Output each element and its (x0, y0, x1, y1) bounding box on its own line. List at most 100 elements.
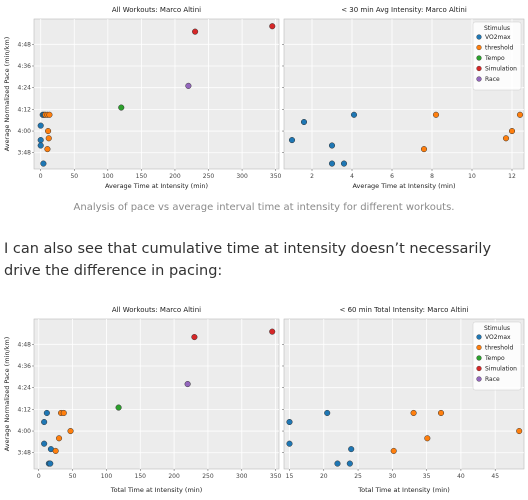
legend-marker (476, 376, 482, 382)
data-point-vo2max (37, 142, 44, 149)
data-point-threshold (410, 409, 417, 417)
data-point-vo2max (41, 418, 48, 426)
data-point-vo2max (340, 160, 348, 167)
y-tick-label: 3:48 (18, 450, 32, 457)
data-point-threshold (55, 435, 63, 442)
x-tick-label: 45 (491, 473, 499, 480)
legend-marker (476, 334, 482, 340)
bottom-chart-figure: 0 50 100 150 200 250 300 350 3:48 4:00 4:12 4:24 4:3… (3, 306, 525, 494)
panel-3: 0 50 100 150 200 250 300 350 3:48 4:00 4:12 4:24 4:3… (3, 306, 282, 494)
x-tick-label: 4 (350, 173, 354, 180)
data-point-vo2max (37, 122, 44, 129)
data-point-threshold (52, 447, 59, 454)
x-tick-label: 20 (320, 473, 328, 480)
legend-box (472, 21, 522, 91)
data-point-threshold (44, 146, 51, 153)
data-point-vo2max (334, 460, 341, 467)
data-point-threshold (502, 135, 510, 142)
chart-title: < 60 min Total Intensity: Marco Altini (340, 306, 469, 314)
x-axis-label: Average Time at Intensity (min) (105, 182, 208, 190)
panel-4: 15 20 25 30 35 40 45 < 60 min Total Intensity: … (282, 306, 525, 494)
data-point-vo2max (37, 137, 44, 144)
x-tick-label: 0 (37, 473, 41, 480)
y-tick-label: 3:48 (18, 150, 32, 157)
x-tick-label: 150 (135, 473, 147, 480)
data-point-simulation (192, 28, 199, 35)
x-tick-label: 50 (69, 473, 77, 480)
body-paragraph: I can also see that cumulative time at i… (4, 241, 492, 279)
data-point-threshold (60, 409, 67, 417)
data-point-vo2max (348, 446, 355, 453)
legend: Stimulus VO2max threshold Tempo Simulation Ra… (472, 21, 522, 91)
y-tick-label: 4:24 (18, 385, 32, 392)
x-tick-label: 250 (202, 473, 214, 480)
data-point-threshold (420, 146, 428, 153)
x-tick-label: 100 (101, 473, 113, 480)
x-axis-label: Total Time at Intensity (min) (357, 486, 450, 494)
data-point-simulation (269, 23, 276, 30)
y-tick-label: 4:36 (18, 363, 32, 370)
panel-1: 0 50 100 150 200 250 300 350 3:48 4:00 4:12 4:24 4:3… (3, 6, 282, 190)
data-point-threshold (390, 447, 397, 454)
x-tick-label: 350 (270, 173, 282, 180)
legend-label: Tempo (484, 55, 505, 62)
figure-caption: Analysis of pace vs average interval tim… (73, 202, 455, 213)
x-tick-label: 30 (389, 473, 397, 480)
data-point-vo2max (47, 460, 54, 467)
y-axis-label: Average Normalized Pace (min/km) (3, 337, 11, 452)
y-tick-label: 4:12 (18, 406, 32, 413)
data-point-threshold (516, 111, 524, 118)
x-tick-label: 40 (457, 473, 465, 480)
legend-title: Stimulus (484, 325, 510, 332)
x-tick-label: 350 (270, 473, 282, 480)
y-tick-label: 4:00 (18, 428, 32, 435)
data-point-threshold (508, 127, 516, 135)
legend-marker (476, 344, 482, 351)
legend-marker (476, 355, 482, 361)
x-axis-label: Average Time at Intensity (min) (352, 182, 455, 190)
chart-title: All Workouts: Marco Altini (112, 306, 201, 314)
data-point-threshold (437, 409, 445, 417)
x-tick-label: 100 (102, 173, 114, 180)
data-point-vo2max (324, 409, 331, 417)
legend-label: VO2max (485, 34, 511, 41)
data-point-threshold (67, 427, 74, 435)
x-tick-label: 8 (430, 173, 434, 180)
data-point-vo2max (41, 440, 48, 447)
data-point-threshold (432, 111, 440, 118)
legend-label: Race (485, 76, 500, 83)
data-point-vo2max (286, 440, 293, 447)
legend-marker (476, 65, 482, 72)
data-point-vo2max (350, 111, 358, 118)
data-point-vo2max (328, 142, 336, 149)
panel-2: 2 4 6 8 10 12 < 30 min Avg Intensity: Marco Al… (282, 6, 525, 190)
plot-area (33, 318, 280, 470)
x-axis-label: Total Time at Intensity (min) (110, 486, 203, 494)
x-tick-label: 15 (286, 473, 294, 480)
x-tick-label: 200 (168, 473, 180, 480)
legend-marker (476, 76, 482, 82)
legend-label: Simulation (485, 366, 517, 373)
y-tick-label: 4:12 (18, 106, 32, 113)
x-tick-label: 35 (423, 473, 431, 480)
y-axis-label: Average Normalized Pace (min/km) (3, 37, 11, 152)
legend-title: Stimulus (484, 25, 510, 32)
chart-title: < 30 min Avg Intensity: Marco Altini (341, 6, 467, 14)
data-point-threshold (46, 111, 53, 118)
legend-marker (476, 34, 482, 40)
legend-label: threshold (485, 345, 513, 352)
legend-box (472, 321, 522, 391)
data-point-simulation (269, 328, 276, 335)
x-tick-label: 6 (390, 173, 394, 180)
x-tick-label: 0 (39, 173, 43, 180)
legend-label: Simulation (485, 66, 517, 73)
legend-label: Race (485, 376, 500, 383)
top-chart-figure: 0 50 100 150 200 250 300 350 3:48 4:00 4:12 4:24 4:3… (3, 6, 525, 190)
data-point-vo2max (286, 418, 293, 426)
legend-label: threshold (485, 45, 513, 52)
x-tick-label: 250 (203, 173, 215, 180)
y-tick-label: 4:00 (18, 128, 32, 135)
chart-title: All Workouts: Marco Altini (112, 6, 201, 14)
x-tick-label: 12 (508, 173, 516, 180)
data-point-vo2max (346, 460, 353, 467)
